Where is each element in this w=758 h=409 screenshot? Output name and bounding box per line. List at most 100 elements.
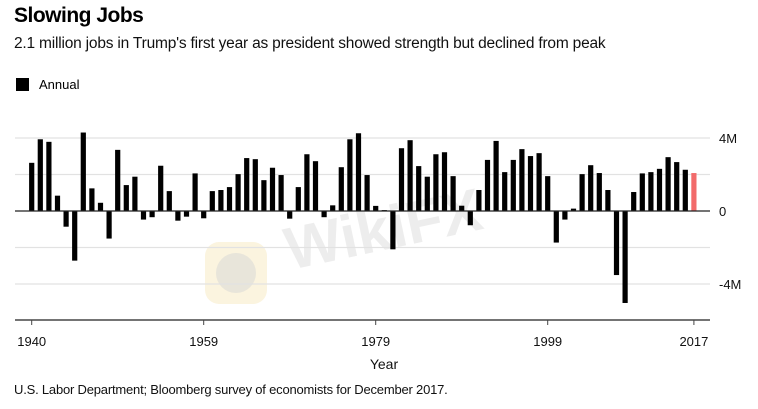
x-tick-label: 2017 [679, 334, 708, 349]
legend-label-annual: Annual [39, 77, 80, 92]
watermark-logo-mark-icon [216, 253, 256, 293]
bar [183, 211, 190, 217]
bar [226, 187, 233, 211]
bar [639, 173, 645, 211]
bar [656, 168, 663, 211]
bars [29, 132, 697, 303]
bar [312, 161, 319, 211]
x-tick-labels: 1940 1959 1979 1999 2017 [17, 334, 708, 349]
bar [536, 153, 542, 211]
bar [209, 191, 215, 211]
bar [252, 159, 258, 211]
bar [390, 211, 396, 250]
bar [235, 174, 241, 211]
chart-title: Slowing Jobs [14, 4, 144, 27]
bar [304, 154, 310, 211]
bar [63, 211, 69, 227]
bar [545, 176, 551, 211]
bar [588, 165, 594, 211]
y-tick-label: 4M [719, 131, 737, 146]
bar [201, 211, 207, 219]
bar [605, 190, 611, 211]
bar [347, 139, 353, 211]
bar [493, 140, 499, 211]
y-tick-labels: 4M 0 -4M [719, 131, 741, 292]
bar [338, 167, 344, 211]
bar [269, 167, 276, 211]
bar [562, 211, 568, 220]
bar [355, 133, 362, 211]
bar [424, 176, 430, 211]
bar [244, 158, 250, 211]
bar [691, 173, 697, 211]
bar [175, 211, 181, 221]
bar [579, 174, 585, 211]
bar [330, 205, 336, 211]
chart-subtitle: 2.1 million jobs in Trump's first year a… [14, 35, 606, 52]
bar [132, 176, 138, 211]
bar [140, 211, 147, 220]
legend: Annual [16, 77, 79, 92]
bar [149, 211, 155, 218]
x-tick-label: 1999 [533, 334, 562, 349]
x-tick-label: 1959 [189, 334, 218, 349]
bar [97, 202, 104, 211]
bar [398, 148, 405, 211]
bar [72, 211, 78, 261]
bar [665, 157, 671, 211]
bar [29, 162, 35, 211]
bar [321, 211, 327, 218]
bar [192, 173, 198, 211]
bar [648, 172, 654, 211]
bar [484, 159, 491, 211]
bar [158, 165, 164, 211]
bar [476, 190, 482, 211]
bar [596, 173, 602, 211]
bar [364, 175, 370, 211]
bar [278, 175, 284, 211]
x-tick-label: 1979 [361, 334, 390, 349]
bar [89, 188, 95, 211]
bar [553, 211, 559, 243]
bar [166, 191, 172, 211]
bar [115, 149, 121, 211]
legend-swatch-annual [16, 78, 29, 91]
bar [674, 162, 680, 211]
bar [622, 211, 628, 303]
bar [416, 166, 422, 211]
watermark-text: WikiFX [279, 176, 488, 283]
bar [54, 195, 61, 211]
bar [467, 211, 473, 226]
source-note: U.S. Labor Department; Bloomberg survey … [14, 382, 448, 397]
bar [631, 192, 637, 211]
bar [123, 185, 129, 211]
y-tick-label: -4M [719, 277, 741, 292]
bar [459, 205, 465, 211]
bar [510, 159, 516, 211]
bar [682, 169, 688, 211]
bar [450, 176, 456, 211]
bar [519, 149, 525, 211]
bar [287, 211, 293, 219]
bar [295, 187, 301, 211]
bar [613, 211, 620, 276]
bar [441, 152, 448, 211]
gridlines [15, 137, 710, 285]
y-tick-label: 0 [719, 204, 726, 219]
bar [373, 205, 379, 211]
x-tick-label: 1940 [17, 334, 46, 349]
bar [433, 154, 439, 211]
bar [502, 172, 508, 211]
bar [218, 190, 224, 211]
x-axis-title: Year [370, 356, 399, 372]
bar [570, 208, 577, 211]
bar [407, 140, 413, 211]
bar [37, 139, 43, 211]
bar [80, 132, 86, 211]
bar [527, 156, 534, 211]
bar [261, 180, 267, 211]
bar [46, 141, 52, 211]
bar [106, 211, 112, 239]
axes [15, 210, 710, 325]
